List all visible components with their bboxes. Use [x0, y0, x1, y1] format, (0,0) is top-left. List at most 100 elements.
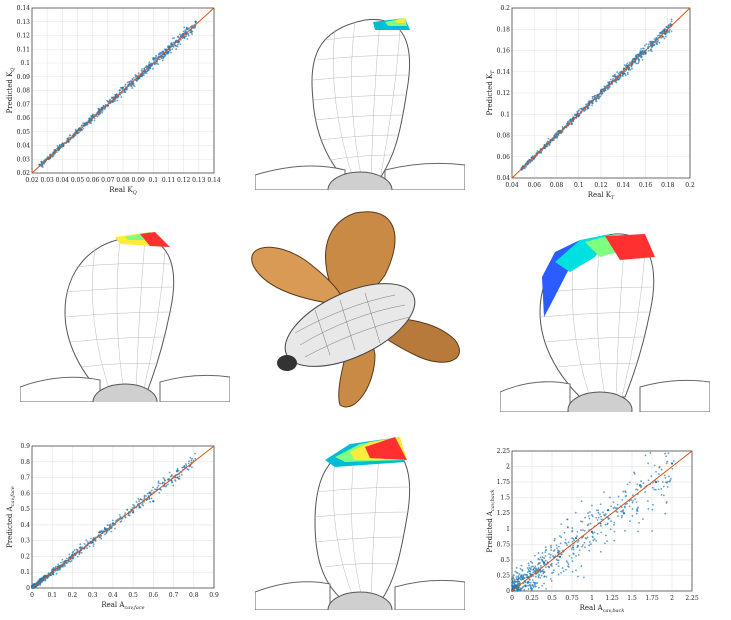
data-point: [100, 537, 103, 540]
data-point: [556, 135, 558, 138]
x-axis-label: Real KT: [588, 191, 615, 201]
data-point: [178, 475, 181, 478]
data-point: [137, 498, 140, 500]
data-point: [90, 122, 92, 125]
data-point: [622, 490, 625, 493]
data-point: [588, 549, 591, 552]
data-point: [106, 524, 109, 526]
data-point: [572, 548, 575, 551]
data-point: [629, 62, 631, 65]
data-point: [152, 67, 154, 70]
data-point: [548, 566, 551, 569]
data-point: [513, 582, 516, 585]
data-point: [534, 568, 537, 571]
data-point: [191, 457, 193, 460]
data-point: [663, 37, 666, 40]
x-tick-label: 1.75: [645, 595, 659, 602]
data-point: [661, 35, 664, 37]
data-point: [570, 122, 573, 125]
y-tick-label: 0.03: [17, 156, 31, 163]
data-point: [615, 81, 618, 84]
data-point: [655, 470, 657, 473]
y-tick-label: 0.3: [20, 538, 30, 545]
data-point: [80, 551, 83, 554]
data-point: [591, 102, 594, 105]
data-point: [128, 81, 131, 84]
data-point: [175, 48, 178, 50]
data-point: [589, 541, 591, 543]
data-point: [616, 511, 619, 514]
data-point: [626, 502, 628, 505]
data-point: [145, 495, 147, 497]
data-point: [530, 589, 533, 592]
data-point: [540, 574, 543, 577]
data-point: [576, 112, 579, 114]
data-point: [600, 531, 603, 534]
data-point: [528, 570, 531, 573]
data-point: [101, 109, 104, 112]
data-point: [629, 481, 631, 484]
data-point: [527, 562, 530, 565]
data-point: [536, 571, 539, 574]
data-point: [586, 103, 588, 106]
data-point: [132, 511, 135, 514]
data-point: [532, 571, 535, 574]
data-point: [185, 30, 187, 33]
data-point: [83, 122, 86, 125]
data-point: [511, 578, 513, 580]
identity-line: [511, 450, 693, 592]
data-point: [622, 512, 626, 515]
data-point: [520, 576, 522, 579]
data-point: [614, 75, 616, 78]
data-point: [544, 566, 547, 569]
data-point: [541, 584, 544, 587]
x-tick-label: 0: [510, 595, 514, 602]
data-point: [139, 498, 142, 501]
data-point: [609, 496, 611, 499]
data-point: [626, 73, 629, 76]
data-point: [643, 47, 645, 50]
data-point: [634, 498, 636, 501]
data-point: [87, 118, 90, 120]
data-point: [540, 564, 542, 567]
data-point: [512, 574, 515, 577]
y-tick-label: 0.02: [17, 170, 31, 177]
data-point: [186, 38, 189, 40]
data-point: [94, 540, 97, 542]
data-point: [647, 43, 650, 46]
data-point: [571, 527, 574, 529]
data-point: [574, 537, 578, 540]
data-point: [546, 140, 549, 143]
data-point: [191, 466, 193, 469]
data-point: [148, 61, 151, 64]
data-point: [663, 474, 666, 477]
data-point: [613, 521, 616, 524]
data-point: [587, 512, 589, 514]
data-point: [185, 35, 187, 38]
data-point: [159, 482, 161, 485]
data-point: [565, 560, 568, 563]
data-point: [143, 495, 146, 498]
data-point: [145, 64, 148, 67]
data-point: [70, 560, 73, 562]
data-point: [177, 469, 180, 472]
data-point: [86, 547, 89, 549]
data-point: [158, 491, 161, 494]
x-tick-label: 0.12: [594, 182, 608, 189]
data-point: [516, 589, 519, 592]
data-point: [55, 572, 58, 575]
data-point: [624, 506, 626, 509]
data-point: [633, 57, 636, 61]
x-tick-label: 0.06: [528, 182, 542, 189]
data-point: [647, 49, 650, 52]
x-tick-label: 0: [30, 592, 34, 599]
data-point: [72, 550, 75, 553]
x-tick-label: 0.7: [169, 592, 179, 599]
data-point: [60, 561, 62, 564]
x-tick-label: 0.2: [685, 182, 695, 189]
data-point: [98, 536, 101, 539]
data-point: [597, 97, 600, 100]
data-point: [106, 529, 109, 532]
data-point: [102, 105, 105, 107]
x-axis-label-sub: cav,back: [603, 608, 625, 614]
